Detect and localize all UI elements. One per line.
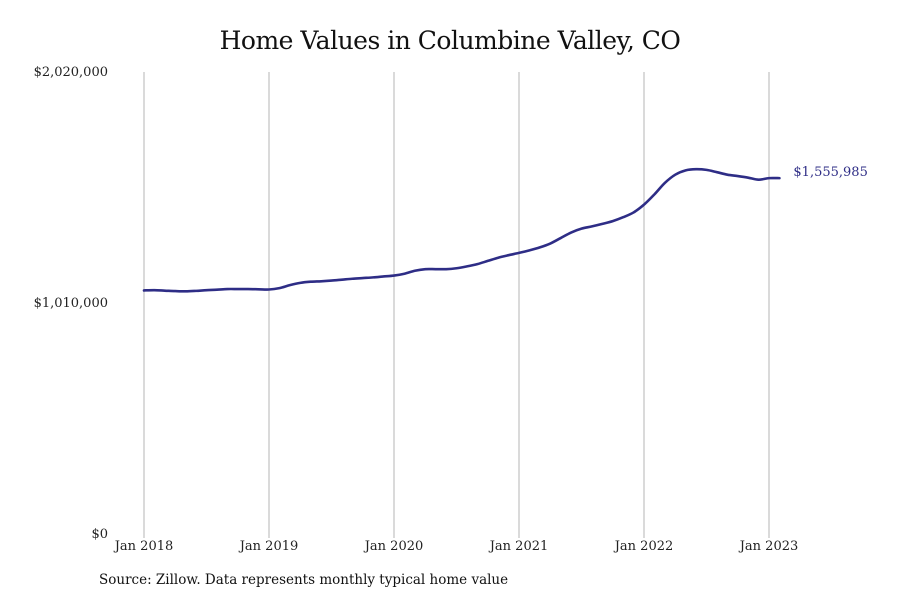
x-tick-label: Jan 2018 xyxy=(113,539,174,554)
x-tick-label: Jan 2022 xyxy=(613,539,674,554)
y-tick-label: $1,010,000 xyxy=(34,296,108,311)
series-line xyxy=(142,167,781,293)
y-tick-label: $2,020,000 xyxy=(34,65,108,80)
y-axis-ticks: $0 $1,010,000 $2,020,000 xyxy=(34,65,108,542)
y-tick-label: $0 xyxy=(91,527,108,542)
x-tick-label: Jan 2021 xyxy=(488,539,549,554)
x-axis-ticks: Jan 2018 Jan 2019 Jan 2020 Jan 2021 Jan 2022… xyxy=(113,539,799,554)
chart-title: Home Values in Columbine Valley, CO xyxy=(219,26,681,55)
x-tick-label: Jan 2019 xyxy=(238,539,299,554)
end-value-label: $1,555,985 xyxy=(793,165,867,180)
series-layer: $1,555,985 xyxy=(142,165,868,293)
gridlines xyxy=(143,72,770,538)
source-note: Source: Zillow. Data represents monthly … xyxy=(99,572,509,588)
x-tick-label: Jan 2020 xyxy=(363,539,424,554)
x-tick-label: Jan 2023 xyxy=(738,539,799,554)
